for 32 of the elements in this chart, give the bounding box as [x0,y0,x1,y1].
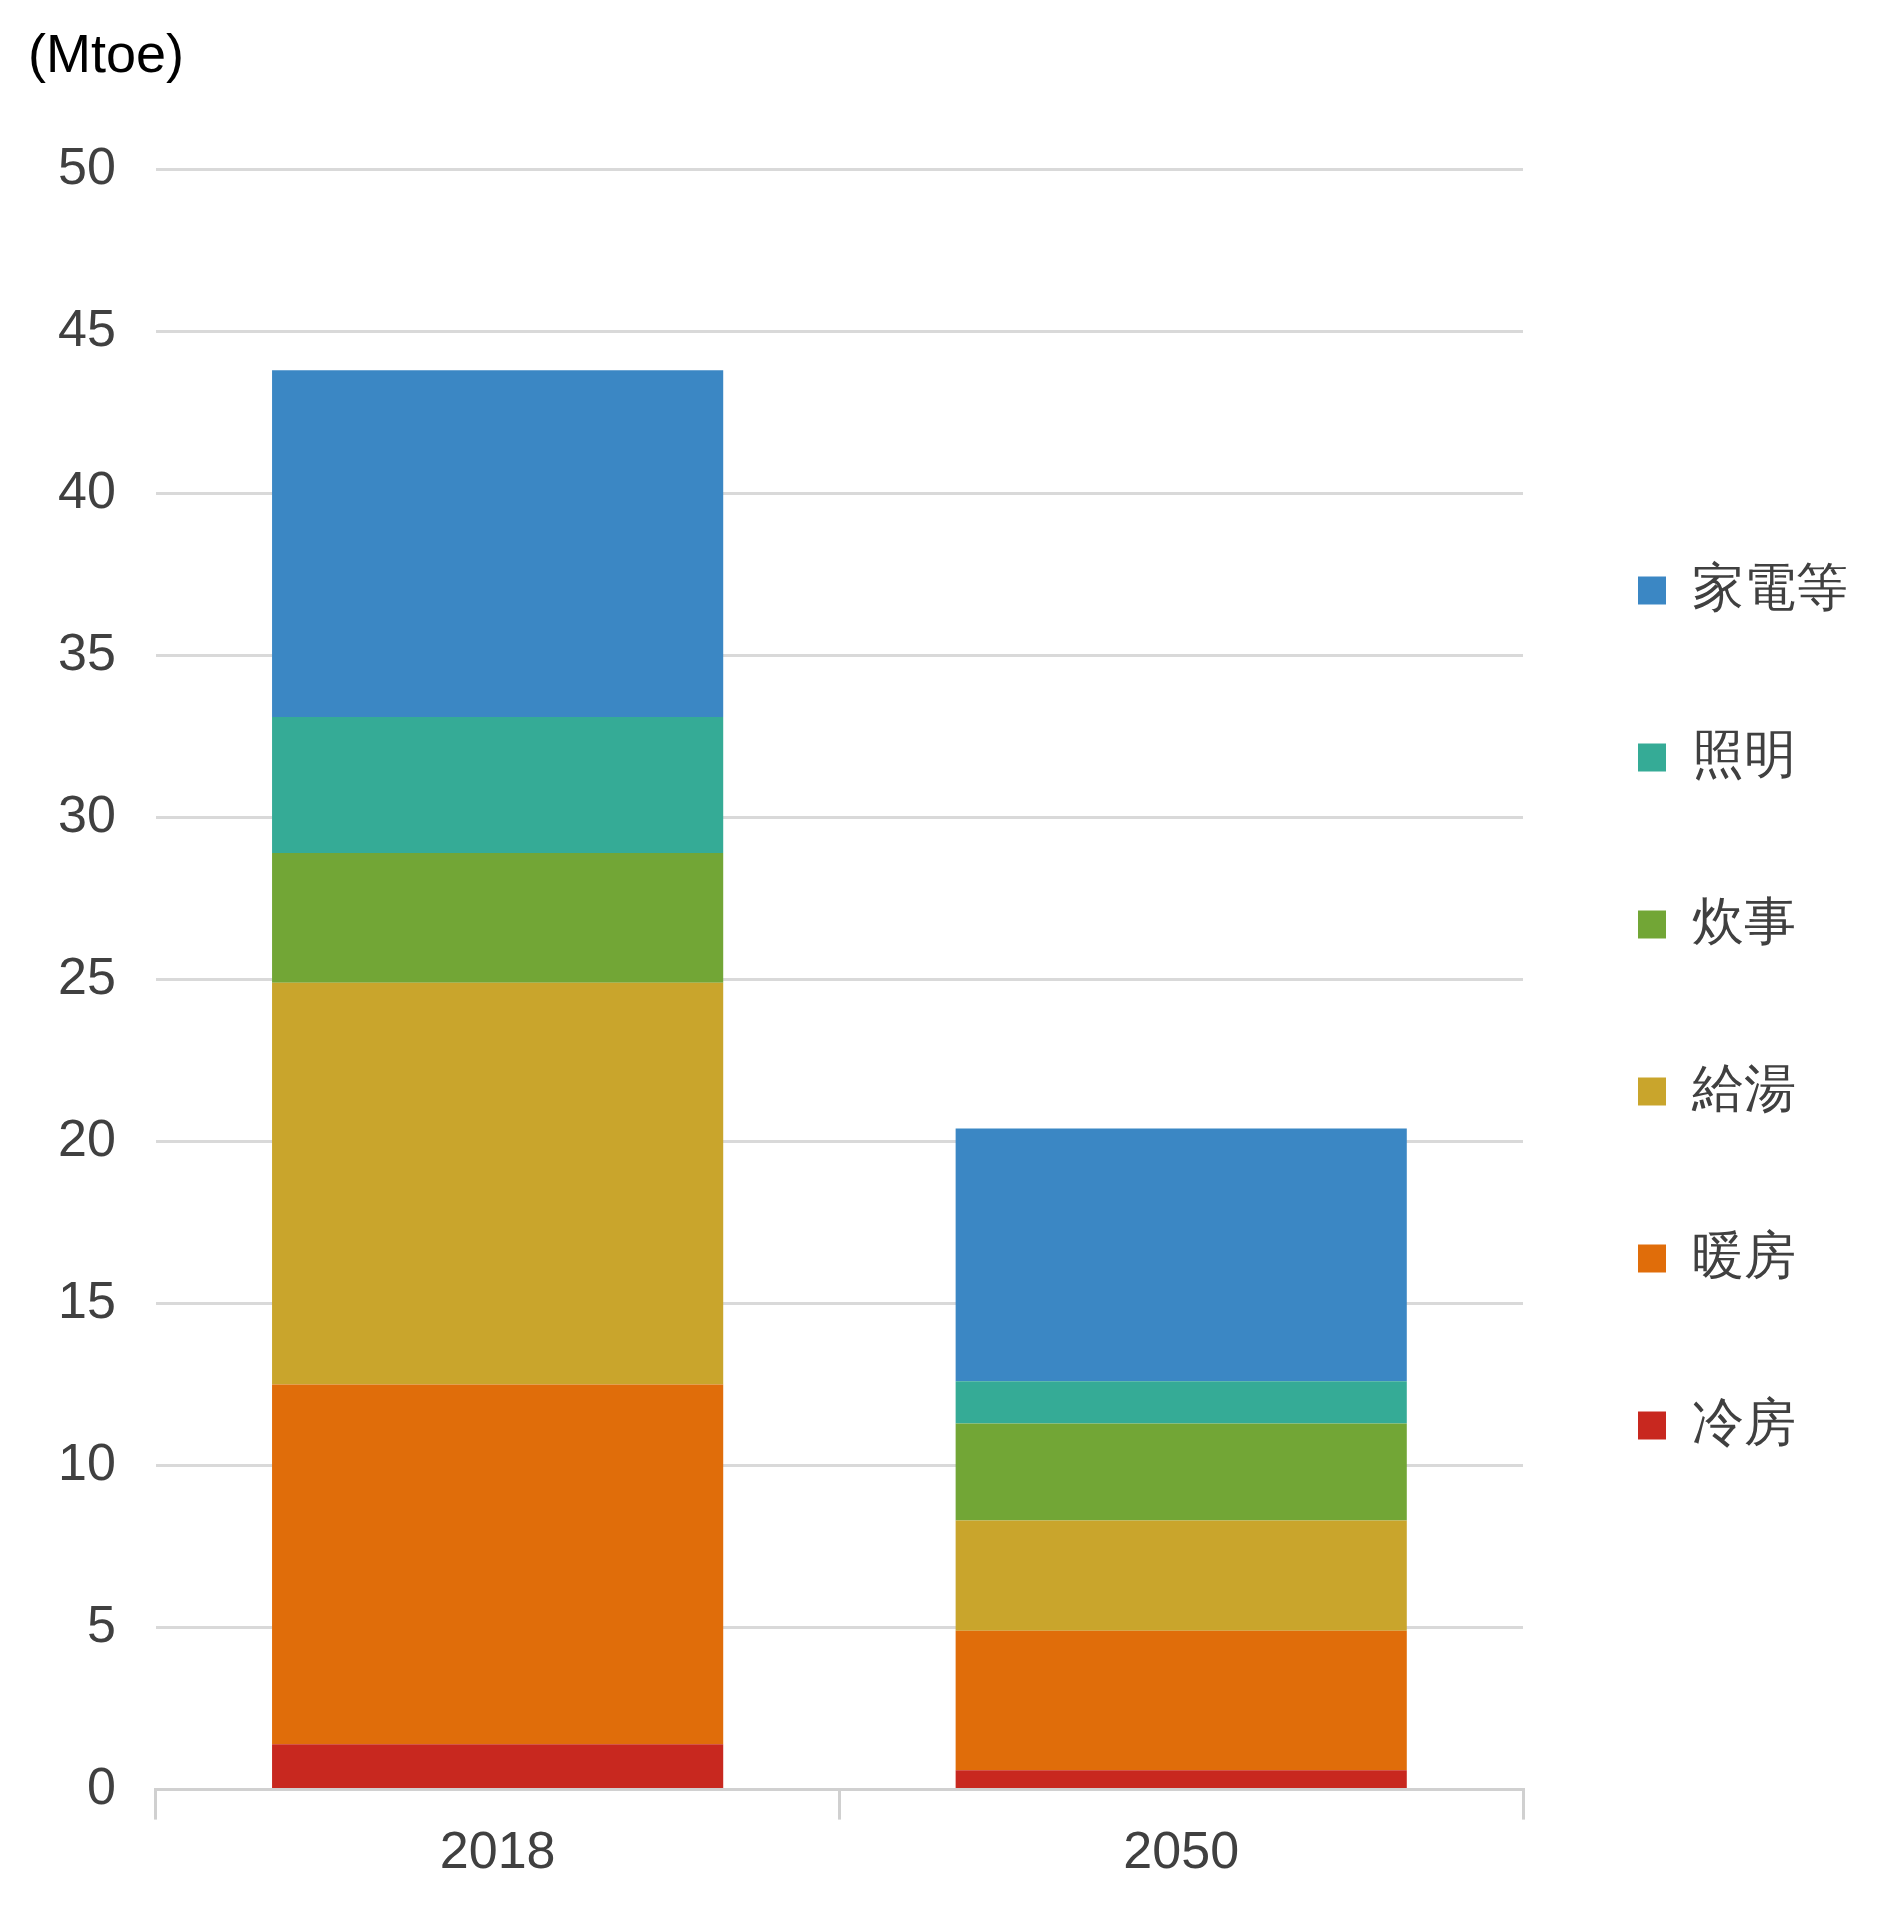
bar [955,1128,1407,1382]
bar [955,1630,1407,1771]
y-tick-label: 50 [58,136,116,195]
y-tick-label: 10 [58,1432,116,1491]
bar [272,370,724,717]
bar [272,716,724,854]
x-tick-label: 2050 [1123,1821,1240,1880]
y-tick-label: 40 [58,460,116,519]
y-tick-label: 15 [58,1270,116,1329]
bar [272,1744,724,1789]
legend-label: 冷房 [1692,1392,1796,1451]
bar [272,1384,724,1745]
bar [955,1520,1407,1631]
bar [955,1381,1407,1424]
bar [955,1770,1407,1789]
y-tick-label: 30 [58,784,116,843]
legend-label: 暖房 [1692,1225,1796,1284]
y-tick-label: 20 [58,1108,116,1167]
y-tick-label: 0 [86,1756,116,1815]
x-tick-label: 2018 [439,1821,556,1880]
bar [272,982,724,1385]
y-axis-title: (Mtoe) [27,22,185,85]
legend-label: 照明 [1692,724,1796,783]
y-tick-label: 35 [58,622,116,681]
legend-label: 炊事 [1692,891,1796,950]
y-tick-label: 45 [58,298,116,357]
y-tick-label: 5 [86,1594,116,1653]
bar [272,853,724,983]
legend-label: 家電等 [1692,557,1848,616]
y-tick-label: 25 [58,946,116,1005]
bar [955,1423,1407,1521]
legend-label: 給湯 [1691,1058,1796,1117]
